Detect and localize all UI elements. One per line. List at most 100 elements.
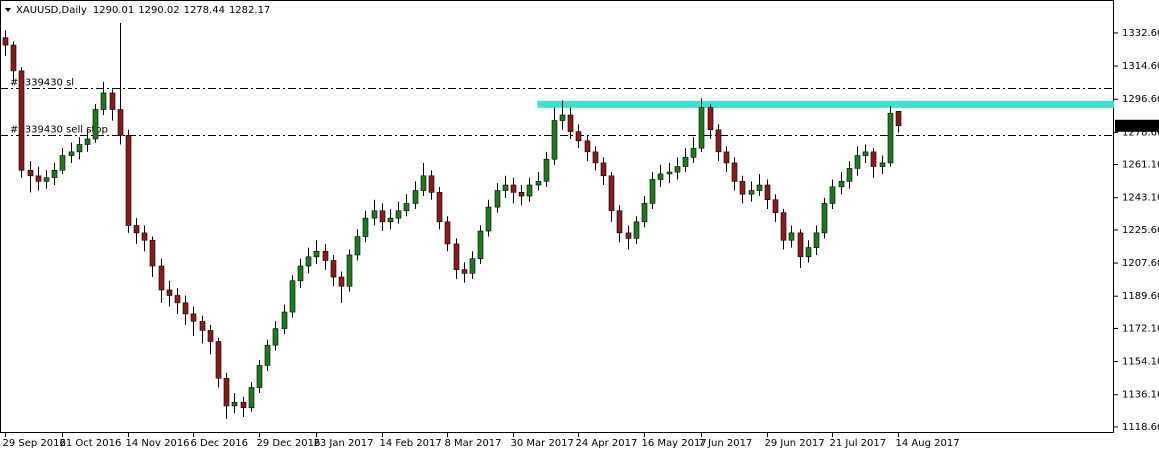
candle-body bbox=[420, 175, 427, 191]
last-low: 1278.44 bbox=[184, 5, 225, 16]
candle-body bbox=[35, 175, 42, 182]
candle-body bbox=[109, 92, 116, 110]
menu-arrow[interactable] bbox=[5, 8, 11, 12]
chart-header: XAUUSD,Daily 1290.01 1290.02 1278.44 1282.17 bbox=[16, 5, 270, 16]
candle-body bbox=[231, 401, 238, 407]
candle-body bbox=[412, 190, 419, 204]
candle-body bbox=[739, 181, 746, 195]
candle-body bbox=[256, 365, 263, 388]
candle-body bbox=[494, 190, 501, 208]
candle-body bbox=[649, 179, 656, 204]
candle-body bbox=[395, 210, 402, 219]
candle-body bbox=[84, 138, 91, 145]
candle-body bbox=[600, 162, 607, 177]
candle-body bbox=[149, 239, 156, 267]
candle-body bbox=[133, 225, 140, 234]
x-tick-label: 29 Sep 2016 bbox=[3, 438, 66, 449]
plot-frame bbox=[0, 0, 1114, 433]
candle-body bbox=[690, 147, 697, 158]
candle-body bbox=[731, 162, 738, 182]
y-tick-label: 1278.60 bbox=[1122, 127, 1159, 138]
candle-body bbox=[633, 221, 640, 239]
x-tick-label: 8 Mar 2017 bbox=[445, 438, 502, 449]
candle-body bbox=[240, 401, 247, 409]
x-tick-label: 14 Feb 2017 bbox=[380, 438, 442, 449]
candle-body bbox=[748, 190, 755, 195]
y-tick-label: 1243.10 bbox=[1122, 193, 1159, 204]
candle-body bbox=[772, 199, 779, 213]
candle-body bbox=[879, 162, 886, 167]
y-tick-label: 1154.10 bbox=[1122, 357, 1159, 368]
order-label: #7339430 sl bbox=[10, 78, 74, 89]
candle-body bbox=[2, 37, 9, 46]
last-price-label: 1282.17 bbox=[1120, 121, 1159, 132]
x-tick-label: 21 Oct 2016 bbox=[60, 438, 122, 449]
candle-body bbox=[158, 265, 165, 291]
candle-body bbox=[723, 151, 730, 164]
y-tick-label: 1189.60 bbox=[1122, 291, 1159, 302]
candle-body bbox=[387, 217, 394, 223]
candle-body bbox=[780, 212, 787, 241]
candle-body bbox=[27, 169, 34, 177]
candle-body bbox=[297, 265, 304, 282]
y-tick-label: 1314.60 bbox=[1122, 61, 1159, 72]
candle-body bbox=[641, 203, 648, 223]
candle-body bbox=[92, 109, 99, 140]
candle-body bbox=[805, 247, 812, 258]
y-tick-label: 1207.60 bbox=[1122, 258, 1159, 269]
candle-body bbox=[870, 151, 877, 167]
candle-body bbox=[18, 70, 25, 171]
candle-body bbox=[248, 387, 255, 409]
y-tick-label: 1261.10 bbox=[1122, 160, 1159, 171]
candle-body bbox=[666, 171, 673, 175]
candle-body bbox=[313, 250, 320, 258]
candle-body bbox=[821, 203, 828, 234]
x-tick-label: 29 Jun 2017 bbox=[765, 438, 825, 449]
candle-body bbox=[428, 175, 435, 193]
candle-body bbox=[346, 254, 353, 287]
y-tick-label: 1136.10 bbox=[1122, 390, 1159, 401]
candle-body bbox=[608, 175, 615, 212]
y-tick-label: 1296.60 bbox=[1122, 94, 1159, 105]
x-tick-label: 23 Jan 2017 bbox=[314, 438, 374, 449]
candle-body bbox=[592, 151, 599, 164]
candle-body bbox=[788, 232, 795, 241]
last-price-box bbox=[1115, 119, 1159, 132]
candle-body bbox=[485, 206, 492, 232]
candle-body bbox=[436, 192, 443, 223]
candle-body bbox=[207, 330, 214, 342]
candle-body bbox=[10, 44, 17, 72]
candle-body bbox=[535, 181, 542, 186]
candle-body bbox=[223, 378, 230, 407]
candle-body bbox=[272, 328, 279, 346]
candle-body bbox=[338, 276, 345, 287]
candle-body bbox=[43, 177, 50, 182]
candle-body bbox=[199, 320, 206, 331]
candle-body bbox=[559, 114, 566, 121]
resistance-zone bbox=[537, 100, 1114, 108]
candle-body bbox=[756, 184, 763, 191]
last-open: 1290.01 bbox=[93, 5, 134, 16]
candle-body bbox=[526, 184, 533, 197]
candle-body bbox=[829, 186, 836, 204]
x-tick-label: 14 Aug 2017 bbox=[896, 438, 960, 449]
candle-body bbox=[322, 250, 329, 261]
candle-body bbox=[461, 269, 468, 274]
candle-body bbox=[444, 221, 451, 245]
candle-body bbox=[895, 111, 902, 127]
x-tick-label: 7 Jun 2017 bbox=[699, 438, 753, 449]
y-tick-label: 1118.60 bbox=[1122, 422, 1159, 433]
candle-body bbox=[551, 120, 558, 160]
candle-body bbox=[502, 184, 509, 191]
candle-body bbox=[469, 258, 476, 274]
candle-body bbox=[59, 155, 66, 171]
candle-body bbox=[100, 92, 107, 110]
x-tick-label: 14 Nov 2016 bbox=[126, 438, 190, 449]
candle-body bbox=[707, 107, 714, 131]
candle-body bbox=[510, 184, 517, 193]
candle-body bbox=[190, 313, 197, 322]
candle-body bbox=[379, 210, 386, 223]
candle-body bbox=[838, 181, 845, 188]
candle-body bbox=[584, 140, 591, 153]
